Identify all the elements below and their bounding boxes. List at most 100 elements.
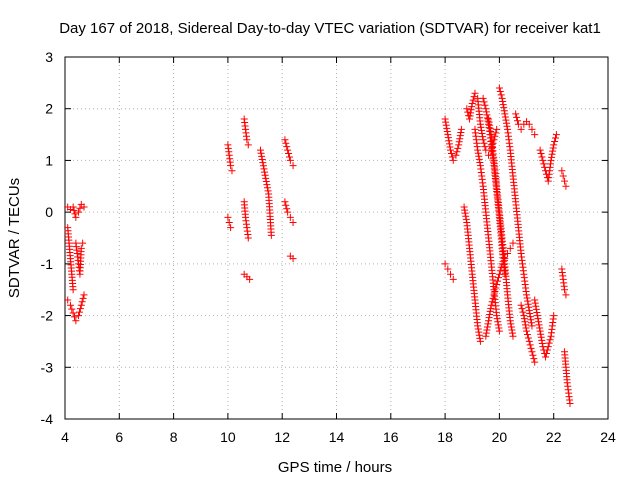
data-point — [76, 204, 84, 212]
data-point — [475, 152, 483, 160]
data-point — [535, 321, 543, 329]
data-point — [468, 100, 476, 108]
data-point — [263, 181, 271, 189]
data-point — [227, 162, 235, 170]
data-point — [558, 167, 566, 175]
data-point — [562, 291, 570, 299]
data-point — [542, 349, 550, 357]
data-point — [283, 143, 291, 151]
data-point — [468, 103, 476, 111]
data-point — [457, 125, 465, 133]
data-point — [507, 320, 515, 328]
data-point — [523, 327, 531, 335]
data-point — [517, 125, 525, 133]
data-point — [260, 165, 268, 173]
data-point — [482, 332, 490, 340]
axis-ticks — [64, 56, 609, 420]
data-point — [526, 313, 534, 321]
data-point — [518, 305, 526, 313]
data-point — [71, 210, 79, 218]
data-point — [513, 113, 521, 121]
data-point — [549, 144, 557, 152]
data-point — [495, 270, 503, 278]
data-point — [463, 105, 471, 113]
data-point — [502, 119, 510, 127]
data-point — [225, 218, 233, 226]
data-point — [487, 127, 495, 135]
data-point — [525, 120, 533, 128]
y-tick-label: 3 — [45, 49, 53, 65]
data-point — [499, 97, 507, 105]
data-point — [477, 123, 485, 131]
data-point — [480, 139, 488, 147]
data-point — [471, 89, 479, 97]
data-point — [562, 182, 570, 190]
data-point — [561, 177, 569, 185]
data-point — [496, 87, 504, 95]
data-point — [520, 315, 528, 323]
data-point — [536, 327, 544, 335]
data-point — [495, 327, 503, 335]
data-point — [501, 113, 509, 121]
data-point — [537, 150, 545, 158]
data-point — [443, 124, 451, 132]
data-point — [540, 160, 548, 168]
data-point — [69, 309, 77, 317]
data-point — [525, 303, 533, 311]
data-point — [491, 287, 499, 295]
data-point — [474, 322, 482, 330]
data-point — [525, 337, 533, 345]
data-point — [456, 135, 464, 143]
data-point — [527, 344, 535, 352]
y-tick-labels: -4 -3 -2 -1 0 1 2 3 — [41, 49, 54, 427]
data-point — [506, 317, 514, 325]
data-point — [80, 203, 88, 211]
data-point — [487, 304, 495, 312]
data-point — [493, 315, 501, 323]
x-tick-label: 16 — [383, 429, 399, 445]
x-tick-label: 24 — [600, 429, 616, 445]
data-point — [228, 167, 236, 175]
data-point — [533, 308, 541, 316]
data-point — [490, 291, 498, 299]
data-point — [475, 328, 483, 336]
data-point — [474, 149, 482, 157]
data-point — [456, 132, 464, 140]
data-point — [495, 324, 503, 332]
data-point — [481, 101, 489, 109]
data-point — [488, 298, 496, 306]
data-point — [477, 126, 485, 134]
data-point — [486, 311, 494, 319]
data-point — [286, 213, 294, 221]
data-point — [499, 101, 507, 109]
data-point — [446, 143, 454, 151]
data-point — [244, 141, 252, 149]
data-point — [534, 318, 542, 326]
data-point — [467, 109, 475, 117]
data-point — [508, 326, 516, 334]
y-tick-label: -2 — [41, 308, 54, 324]
data-point — [285, 153, 293, 161]
data-point — [537, 333, 545, 341]
data-point — [259, 159, 267, 167]
data-point — [498, 260, 506, 268]
data-point — [476, 120, 484, 128]
data-point — [549, 147, 557, 155]
data-point — [461, 206, 469, 214]
data-point — [482, 329, 490, 337]
data-point — [524, 300, 532, 308]
data-point — [77, 244, 85, 252]
data-point — [289, 218, 297, 226]
data-point — [246, 275, 254, 283]
data-point — [75, 208, 83, 216]
data-point — [559, 172, 567, 180]
data-point — [448, 153, 456, 161]
data-point — [476, 334, 484, 342]
data-point — [494, 318, 502, 326]
data-point — [523, 291, 531, 299]
y-axis-label: SDTVAR / TECUs — [6, 178, 23, 298]
data-point — [491, 132, 499, 140]
data-point — [496, 267, 504, 275]
data-point — [548, 150, 556, 158]
data-point — [259, 162, 267, 170]
